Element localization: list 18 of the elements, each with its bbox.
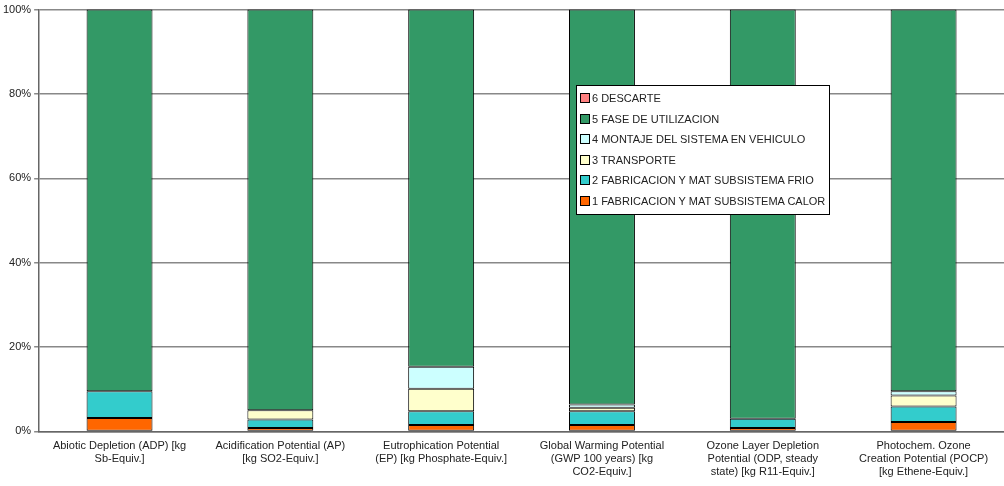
legend-label: 1 FABRICACION Y MAT SUBSISTEMA CALOR bbox=[592, 194, 826, 207]
x-tick-label: Photochem. Ozone Creation Potential (POCP) [kg Ethene-Equiv.] bbox=[859, 439, 989, 478]
legend-label: 6 DESCARTE bbox=[592, 92, 661, 105]
legend-label: 3 TRANSPORTE bbox=[592, 153, 676, 166]
x-tick-label: Eutrophication Potential (EP) [kg Phosphate-Equiv.] bbox=[375, 439, 508, 465]
y-tick-label: 0% bbox=[15, 424, 32, 437]
legend-label: 5 FASE DE UTILIZACION bbox=[592, 112, 720, 125]
y-tick-label: 80% bbox=[9, 86, 32, 99]
legend-label: 2 FABRICACION Y MAT SUBSISTEMA FRIO bbox=[592, 174, 814, 187]
x-tick-label: Abiotic Depletion (ADP) [kg Sb-Equiv.] bbox=[52, 439, 187, 465]
legend-label: 4 MONTAJE DEL SISTEMA EN VEHICULO bbox=[592, 133, 806, 146]
x-tick-label: Ozone Layer Depletion Potential (ODP, steady state) [kg R11-Equiv.] bbox=[706, 439, 820, 478]
y-tick-label: 100% bbox=[2, 2, 32, 15]
x-tick-label: Acidification Potential (AP) [kg SO2-Equiv.] bbox=[215, 439, 346, 465]
y-tick-label: 40% bbox=[9, 255, 32, 268]
y-tick-label: 20% bbox=[9, 340, 32, 353]
y-tick-label: 60% bbox=[9, 171, 32, 184]
x-tick-label: Global Warming Potential (GWP 100 years) [kg CO2-Equiv.] bbox=[539, 439, 665, 478]
